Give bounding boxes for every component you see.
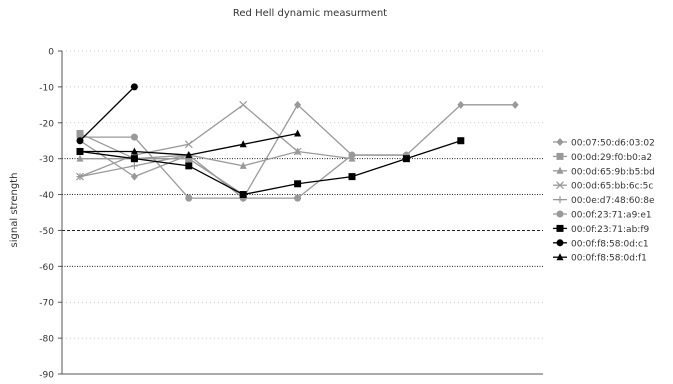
legend-label: 00:0f:f8:58:0d:f1 [571,254,647,264]
legend-item: 00:0d:29:f0:b0:a2 [553,152,652,163]
data-point [130,83,138,91]
legend-marker [556,224,564,232]
legend-item: 00:0f:f8:58:0d:c1 [553,239,649,249]
data-point [185,162,193,170]
y-tick-label: -60 [39,263,54,273]
y-tick-label: 0 [48,48,54,58]
series-line [79,132,244,196]
data-point [76,154,84,162]
legend-label: 00:0f:23:71:a9:e1 [571,211,652,221]
y-tick-label: -10 [39,83,54,93]
legend-label: 00:0e:d7:48:60:8e [571,196,655,206]
series-9 [76,129,302,159]
data-point [293,147,302,156]
y-tick-label: -90 [39,371,54,381]
y-tick-label: -20 [39,119,54,129]
data-point [76,130,84,138]
data-point [130,155,138,163]
data-point [294,180,302,188]
legend-label: 00:0d:29:f0:b0:a2 [571,153,652,163]
data-point [185,151,193,159]
data-point [239,161,247,169]
legend: 00:07:50:d6:03:02 00:0d:29:f0:b0:a2 00:0d:… [553,138,655,264]
data-point [511,100,519,109]
legend-marker [556,196,564,204]
series-2 [76,130,247,199]
legend-marker [556,253,564,261]
legend-marker [556,210,564,218]
legend-item: 00:0d:65:9b:b5:bd [553,166,655,177]
data-point [130,162,138,170]
legend-label: 00:0f:23:71:ab:f9 [571,225,649,235]
data-point [239,140,247,148]
y-tick-label: -70 [39,299,54,309]
legend-marker [556,166,564,174]
data-point [185,155,193,163]
data-point [348,151,356,159]
series-line [80,150,353,167]
series-line [79,86,135,142]
data-point [130,172,138,181]
gridlines [62,50,543,375]
legend-item: 00:0f:f8:58:0d:f1 [553,253,647,264]
data-point [76,173,84,181]
legend-item: 00:0f:23:71:a9:e1 [553,210,652,221]
data-point [76,147,84,155]
y-tick-label: -40 [39,191,54,201]
data-point [294,129,302,137]
legend-item: 00:0d:65:bb:6c:5c [553,181,653,192]
legend-marker [556,239,564,247]
y-axis-title: signal strength [9,173,20,248]
plot-area [76,83,519,203]
series-8 [76,83,138,145]
legend-marker [556,138,564,146]
y-tick-label: -50 [39,227,54,237]
y-tick-label: -80 [39,335,54,345]
data-point [348,173,356,181]
legend-label: 00:0d:65:bb:6c:5c [571,182,653,192]
data-point [239,100,248,109]
data-point [457,100,465,109]
data-point [239,191,247,199]
legend-label: 00:0f:f8:58:0d:c1 [571,239,649,249]
data-point [184,140,193,149]
y-tick-label: -30 [39,155,54,165]
legend-marker [556,152,564,160]
legend-label: 00:07:50:d6:03:02 [571,139,655,149]
y-axis: 0 -10 -20 -30 -40 -50 -60 -70 -80 -90 [39,48,63,381]
data-point [185,194,193,202]
legend-item: 00:0e:d7:48:60:8e [553,196,655,206]
data-point [457,137,465,145]
data-point [130,147,138,155]
chart-title: Red Hell dynamic measurment [233,8,387,19]
data-point [402,155,410,163]
data-point [294,194,302,202]
legend-marker [556,181,564,190]
legend-item: 00:07:50:d6:03:02 [553,138,655,149]
legend-item: 00:0f:23:71:ab:f9 [553,224,649,235]
data-point [294,100,302,109]
legend-label: 00:0d:65:9b:b5:bd [571,167,655,177]
data-point [130,133,138,141]
series-line [79,140,462,196]
data-point [76,137,84,145]
